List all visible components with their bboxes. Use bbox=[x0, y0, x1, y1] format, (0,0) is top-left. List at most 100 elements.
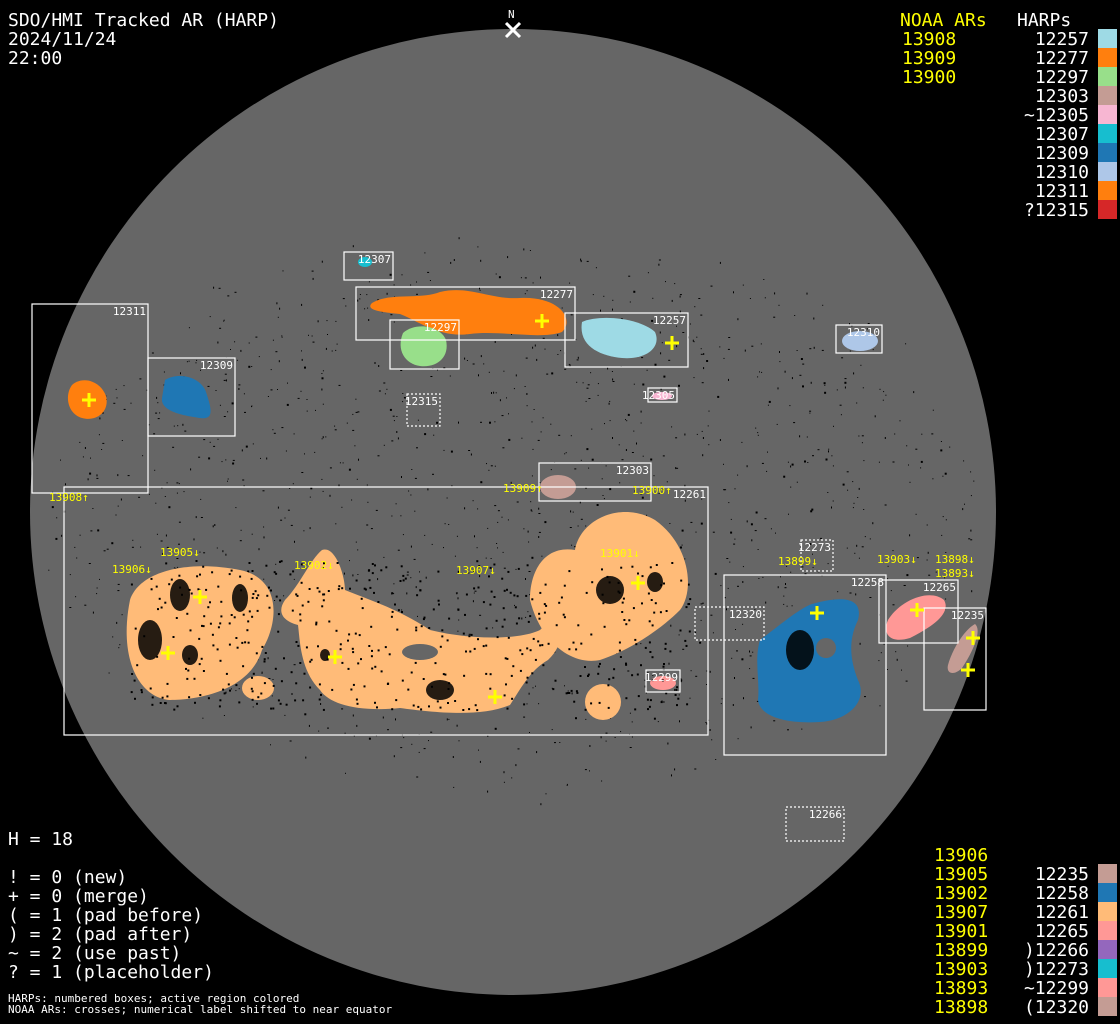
noaa-legend-item: 13900 bbox=[902, 67, 956, 88]
stat-line: ~ = 2 (use past) bbox=[8, 943, 181, 964]
harp-legend-item: 12307 bbox=[1035, 124, 1089, 145]
harp-boxes: 12307 12277 12297 12257 12310 12305 12315 12311… bbox=[31, 251, 987, 842]
stat-line: ( = 1 (pad before) bbox=[8, 905, 203, 926]
footnote: NOAA ARs: crosses; numerical label shift… bbox=[8, 1003, 392, 1016]
sunspot bbox=[170, 579, 190, 611]
noaa-legend-item: 13908 bbox=[902, 29, 956, 50]
active-region-blob bbox=[161, 376, 211, 419]
harp-box bbox=[878, 579, 959, 644]
active-region-blob bbox=[581, 317, 657, 359]
noaa-label: 13893↓ bbox=[935, 567, 975, 580]
harp-box bbox=[647, 387, 678, 403]
harp-box-label: 12297 bbox=[424, 321, 457, 334]
sunspot bbox=[596, 576, 624, 604]
harp-legend-item: 12309 bbox=[1035, 143, 1089, 164]
harp-color-swatch bbox=[1098, 48, 1117, 67]
noaa-cross-icon bbox=[961, 663, 975, 677]
harp-color-swatch bbox=[1098, 124, 1117, 143]
harp-legend-item: 12297 bbox=[1035, 67, 1089, 88]
harp-color-swatch bbox=[1098, 29, 1117, 48]
blob-hole bbox=[816, 638, 836, 658]
stat-line: ) = 2 (pad after) bbox=[8, 924, 192, 945]
noaa-cross-icon bbox=[488, 690, 502, 704]
time: 22:00 bbox=[8, 48, 62, 69]
harp-box-label: 12261 bbox=[673, 488, 706, 501]
noaa-legend-item: 13905 bbox=[934, 864, 988, 885]
active-region-blob bbox=[400, 326, 447, 367]
noaa-label: 13903↓ bbox=[877, 553, 917, 566]
harp-box-label: 12235 bbox=[951, 609, 984, 622]
dark-spots bbox=[130, 560, 814, 712]
harp-box-label: 12277 bbox=[540, 288, 573, 301]
harp-legend-item: (12320 bbox=[1024, 997, 1089, 1018]
harp-color-swatch bbox=[1098, 105, 1117, 124]
harp-box-label: 12273 bbox=[798, 541, 831, 554]
noaa-label: 13908↑ bbox=[49, 491, 89, 504]
harp-color-swatch bbox=[1098, 978, 1117, 997]
north-label: N bbox=[508, 8, 515, 21]
harp-box-label: 12310 bbox=[847, 326, 880, 339]
active-region-blob bbox=[652, 392, 672, 400]
harp-legend-item: ~12305 bbox=[1024, 105, 1089, 126]
noaa-legend-item: 13909 bbox=[902, 48, 956, 69]
noaa-title: NOAA ARs bbox=[900, 10, 987, 31]
harp-box bbox=[389, 319, 460, 370]
noaa-legend-item: 13903 bbox=[934, 959, 988, 980]
harp-box-label: 12311 bbox=[113, 305, 146, 318]
harp-legend-item: )12266 bbox=[1024, 940, 1089, 961]
harp-box bbox=[645, 669, 681, 693]
sunspot bbox=[182, 645, 198, 665]
harp-box bbox=[343, 251, 394, 281]
noaa-label: 13905↓ bbox=[160, 546, 200, 559]
footnote: HARPs: numbered boxes; active region col… bbox=[8, 992, 299, 1005]
harp-box-label: 12307 bbox=[358, 253, 391, 266]
north-x-icon bbox=[504, 21, 522, 39]
footnotes: HARPs: numbered boxes; active region col… bbox=[8, 992, 392, 1016]
noaa-labels: 13908↑ 13909↑ 13900↑ 13905↓ 13906↓ 13902↓ 1390… bbox=[49, 482, 975, 580]
noaa-cross-icon bbox=[631, 576, 645, 590]
harp-box-label: 12266 bbox=[809, 808, 842, 821]
sunspot bbox=[232, 584, 248, 612]
solar-disk bbox=[30, 29, 996, 995]
noaa-cross-icon bbox=[82, 393, 96, 407]
noaa-legend-item: 13898 bbox=[934, 997, 988, 1018]
harp-legend-item: 12310 bbox=[1035, 162, 1089, 183]
harp-legend-item: 12303 bbox=[1035, 86, 1089, 107]
noaa-label: 13902↓ bbox=[294, 559, 334, 572]
harp-box-label: 12265 bbox=[923, 581, 956, 594]
noaa-legend-item: 13893 bbox=[934, 978, 988, 999]
harp-box-label: 12305 bbox=[642, 389, 675, 402]
noaa-label: 13898↓ bbox=[935, 553, 975, 566]
harp-legend-item: 12261 bbox=[1035, 902, 1089, 923]
harp-box bbox=[723, 574, 887, 756]
harp-box bbox=[63, 486, 709, 736]
noaa-legend-item: 13906 bbox=[934, 845, 988, 866]
sunspot bbox=[426, 680, 454, 700]
harp-color-swatch bbox=[1098, 997, 1117, 1016]
harp-box bbox=[538, 462, 652, 502]
harp-box bbox=[785, 806, 845, 842]
harp-legend-item: 12257 bbox=[1035, 29, 1089, 50]
harp-color-swatch bbox=[1098, 181, 1117, 200]
harp-color-swatch bbox=[1098, 200, 1117, 219]
noaa-cross-icon bbox=[665, 336, 679, 350]
harp-color-swatch bbox=[1098, 921, 1117, 940]
noaa-label: 13906↓ bbox=[112, 563, 152, 576]
noaa-legend-item: 13901 bbox=[934, 921, 988, 942]
sunspot bbox=[786, 630, 814, 670]
header: SDO/HMI Tracked AR (HARP) 2024/11/24 22:… bbox=[8, 10, 279, 69]
harp-legend-item: )12273 bbox=[1024, 959, 1089, 980]
noaa-cross-icon bbox=[966, 631, 980, 645]
harp-box bbox=[835, 324, 883, 354]
active-region-blob bbox=[886, 595, 946, 640]
harp-box-label: 12258 bbox=[851, 576, 884, 589]
harp-legend-item: 12311 bbox=[1035, 181, 1089, 202]
harp-legend-item: 12265 bbox=[1035, 921, 1089, 942]
active-region-blob bbox=[358, 257, 372, 267]
noaa-cross-icon bbox=[161, 646, 175, 660]
harp-box-label: 12257 bbox=[653, 314, 686, 327]
noaa-label: 13901↓ bbox=[600, 547, 640, 560]
harp-color-swatch bbox=[1098, 959, 1117, 978]
